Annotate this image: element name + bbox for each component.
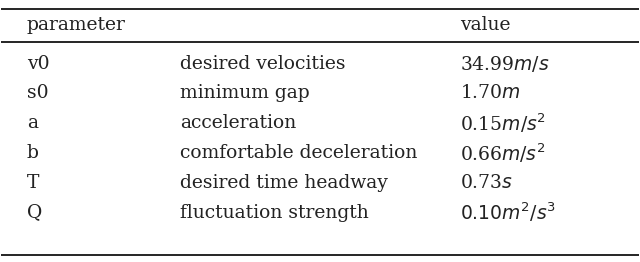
Text: Q: Q — [27, 204, 42, 222]
Text: 0.15$m/s^2$: 0.15$m/s^2$ — [460, 111, 547, 135]
Text: parameter: parameter — [27, 16, 125, 34]
Text: 0.66$m/s^2$: 0.66$m/s^2$ — [460, 141, 546, 165]
Text: acceleration: acceleration — [180, 114, 296, 132]
Text: minimum gap: minimum gap — [180, 84, 310, 102]
Text: $0.10m^2/s^3$: $0.10m^2/s^3$ — [460, 201, 556, 225]
Text: value: value — [460, 16, 511, 34]
Text: T: T — [27, 174, 39, 192]
Text: a: a — [27, 114, 38, 132]
Text: fluctuation strength: fluctuation strength — [180, 204, 369, 222]
Text: v0: v0 — [27, 54, 49, 73]
Text: desired time headway: desired time headway — [180, 174, 388, 192]
Text: comfortable deceleration: comfortable deceleration — [180, 144, 417, 162]
Text: s0: s0 — [27, 84, 49, 102]
Text: desired velocities: desired velocities — [180, 54, 346, 73]
Text: 34.99$m/s$: 34.99$m/s$ — [460, 54, 550, 74]
Text: b: b — [27, 144, 39, 162]
Text: 1.70$m$: 1.70$m$ — [460, 84, 521, 102]
Text: 0.73$s$: 0.73$s$ — [460, 174, 513, 192]
